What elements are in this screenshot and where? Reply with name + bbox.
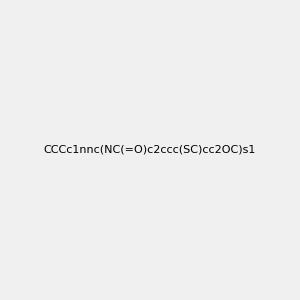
Text: CCCc1nnc(NC(=O)c2ccc(SC)cc2OC)s1: CCCc1nnc(NC(=O)c2ccc(SC)cc2OC)s1 xyxy=(44,145,256,155)
